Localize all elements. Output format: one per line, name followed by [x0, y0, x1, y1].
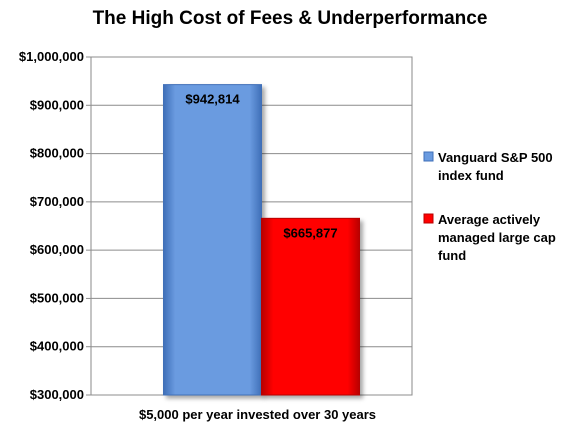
data-label: $942,814 [185, 92, 240, 107]
legend-label-active-fund: fund [438, 248, 466, 263]
y-tick-label: $600,000 [30, 242, 84, 257]
y-tick-label: $300,000 [30, 387, 84, 402]
chart-title: The High Cost of Fees & Underperformance [92, 8, 488, 29]
y-tick-label: $400,000 [30, 339, 84, 354]
y-tick-label: $800,000 [30, 146, 84, 161]
bar-vanguard[interactable] [163, 84, 262, 396]
legend-swatch-active-fund [423, 213, 434, 224]
legend-label-vanguard: Vanguard S&P 500 [438, 150, 553, 165]
legend-label-active-fund: managed large cap [438, 230, 556, 245]
data-label: $665,877 [283, 225, 337, 240]
x-category-label: $5,000 per year invested over 30 years [139, 407, 376, 422]
legend-label-active-fund: Average actively [438, 212, 541, 227]
legend-label-vanguard: index fund [438, 168, 504, 183]
bar-active-fund[interactable] [261, 217, 360, 396]
legend-swatch-vanguard [423, 151, 434, 162]
y-tick-label: $1,000,000 [19, 49, 84, 64]
y-tick-label: $700,000 [30, 194, 84, 209]
y-tick-label: $900,000 [30, 97, 84, 112]
y-tick-label: $500,000 [30, 290, 84, 305]
